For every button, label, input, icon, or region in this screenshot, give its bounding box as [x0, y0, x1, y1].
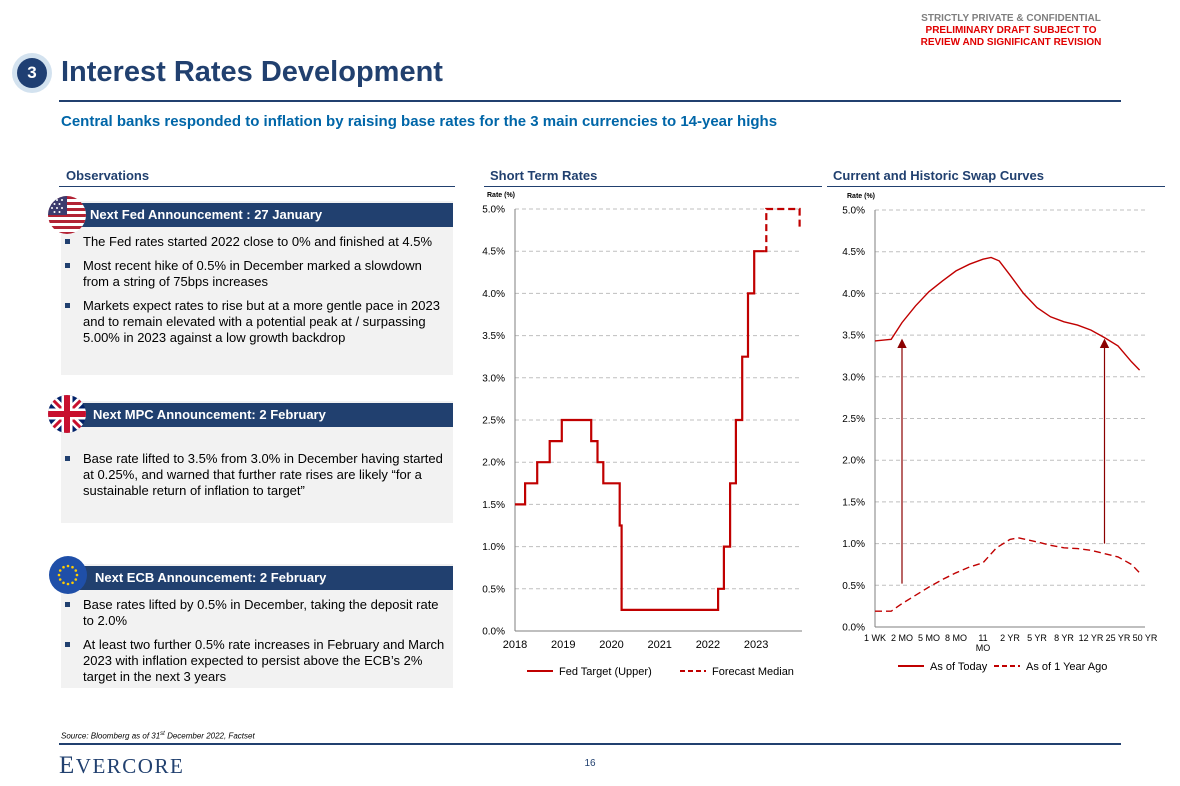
- y-tick-label: 4.0%: [482, 289, 505, 300]
- y-tick-label: 3.5%: [482, 331, 505, 342]
- ecb-bullet: Base rates lifted by 0.5% in December, t…: [61, 597, 449, 629]
- y-axis-label: Rate (%): [487, 192, 515, 199]
- y-tick-label: 0.0%: [482, 627, 505, 638]
- y-tick-label: 3.0%: [482, 373, 505, 384]
- y-tick-label: 4.5%: [842, 247, 865, 258]
- x-tick-label: 2 MO: [891, 633, 913, 643]
- x-tick-label: 2020: [599, 639, 623, 651]
- section-number-badge: 3: [12, 53, 52, 93]
- y-tick-label: 1.0%: [842, 539, 865, 550]
- x-tick-label: 8 YR: [1054, 633, 1074, 643]
- draft-label-line2: REVIEW AND SIGNIFICANT REVISION: [920, 37, 1102, 48]
- confidentiality-notice: STRICTLY PRIVATE & CONFIDENTIAL PRELIMIN…: [901, 13, 1121, 49]
- ecb-announcement-bar: Next ECB Announcement: 2 February: [61, 566, 453, 590]
- series-line-primary: [515, 250, 765, 611]
- section-number: 3: [17, 58, 47, 88]
- mpc-announcement-bar: Next MPC Announcement: 2 February: [61, 403, 453, 427]
- swap-curves-heading: Current and Historic Swap Curves: [833, 168, 1044, 183]
- x-tick-label: 50 YR: [1133, 633, 1158, 643]
- evercore-logo: EVERCORE: [59, 752, 184, 780]
- fed-announcement-bar: Next Fed Announcement : 27 January: [61, 203, 453, 227]
- ecb-bullet-list: Base rates lifted by 0.5% in December, t…: [61, 597, 449, 693]
- x-tick-label: 12 YR: [1079, 633, 1104, 643]
- y-tick-label: 5.0%: [842, 206, 865, 217]
- mpc-announcement-title: Next MPC Announcement: 2 February: [93, 407, 326, 422]
- y-tick-label: 2.5%: [842, 414, 865, 425]
- page-subtitle: Central banks responded to inflation by …: [61, 113, 778, 130]
- source-prefix: Source: Bloomberg as of 31: [61, 731, 161, 741]
- x-tick-label: 2018: [503, 639, 527, 651]
- y-tick-label: 0.5%: [842, 581, 865, 592]
- y-tick-label: 1.5%: [482, 500, 505, 511]
- series-line-secondary: [764, 207, 801, 253]
- source-suffix: December 2022, Factset: [164, 731, 255, 741]
- y-tick-label: 2.5%: [482, 416, 505, 427]
- logo-initial: E: [59, 752, 76, 779]
- y-tick-label: 1.0%: [482, 542, 505, 553]
- ecb-bullet: At least two further 0.5% rate increases…: [61, 637, 449, 685]
- legend-label: As of Today: [930, 661, 988, 673]
- fed-panel: [61, 201, 453, 375]
- short-term-rates-heading-rule: [484, 186, 822, 187]
- fed-bullet: The Fed rates started 2022 close to 0% a…: [61, 234, 449, 250]
- y-tick-label: 3.0%: [842, 372, 865, 383]
- short-term-rates-heading: Short Term Rates: [490, 168, 598, 183]
- observations-heading: Observations: [66, 168, 150, 183]
- draft-label-line1: PRELIMINARY DRAFT SUBJECT TO: [925, 25, 1097, 36]
- y-tick-label: 1.5%: [842, 497, 865, 508]
- x-tick-label: 2019: [551, 639, 575, 651]
- source-note: Source: Bloomberg as of 31st December 20…: [61, 731, 255, 741]
- x-tick-label: 5 MO: [918, 633, 940, 643]
- y-tick-label: 0.5%: [482, 584, 505, 595]
- page-number: 16: [584, 758, 596, 769]
- observations-heading-rule: [59, 186, 455, 187]
- uk-flag-icon: [48, 395, 86, 433]
- y-axis-label: Rate (%): [847, 193, 875, 200]
- swap-curves-chart: Rate (%) 0.0% 0.5% 1.0% 1.5% 2.0% 2.5% 3.0% 3.5%…: [842, 193, 1158, 673]
- confidential-label: STRICTLY PRIVATE & CONFIDENTIAL: [921, 13, 1101, 24]
- source-superscript: st: [160, 731, 165, 737]
- x-tick-label: 2022: [696, 639, 720, 651]
- y-tick-label: 4.5%: [482, 247, 505, 258]
- x-tick-label: MO: [976, 643, 991, 653]
- fed-bullet-list: The Fed rates started 2022 close to 0% a…: [61, 234, 449, 354]
- x-tick-label: 2 YR: [1000, 633, 1020, 643]
- logo-rest: VERCORE: [75, 754, 185, 778]
- x-tick-label: 25 YR: [1106, 633, 1131, 643]
- x-tick-label: 2023: [744, 639, 768, 651]
- y-tick-label: 2.0%: [842, 456, 865, 467]
- fed-announcement-title: Next Fed Announcement : 27 January: [90, 207, 323, 222]
- footer-divider: [59, 743, 1121, 745]
- series-line-secondary: [875, 537, 1141, 612]
- series-line-primary: [874, 256, 1141, 371]
- fed-bullet: Most recent hike of 0.5% in December mar…: [61, 258, 449, 290]
- y-tick-label: 0.0%: [842, 623, 865, 634]
- page-title: Interest Rates Development: [61, 56, 443, 88]
- fed-bullet: Markets expect rates to rise but at a mo…: [61, 298, 449, 346]
- mpc-bullet-list: Base rate lifted to 3.5% from 3.0% in De…: [61, 451, 449, 507]
- us-flag-icon: [48, 196, 86, 234]
- short-term-rates-chart: Rate (%) 0.0% 0.5% 1.0% 1.5% 2.0% 2.5% 3.0% 3.5%…: [482, 192, 802, 678]
- x-tick-label: 8 MO: [945, 633, 967, 643]
- swap-curves-heading-rule: [827, 186, 1165, 187]
- legend-label: Forecast Median: [712, 666, 794, 678]
- ecb-announcement-title: Next ECB Announcement: 2 February: [95, 570, 327, 585]
- x-tick-label: 5 YR: [1027, 633, 1047, 643]
- legend-label: As of 1 Year Ago: [1026, 661, 1107, 673]
- y-tick-label: 3.5%: [842, 331, 865, 342]
- x-tick-label: 2021: [647, 639, 671, 651]
- legend-label: Fed Target (Upper): [559, 666, 652, 678]
- mpc-bullet: Base rate lifted to 3.5% from 3.0% in De…: [61, 451, 449, 499]
- y-tick-label: 2.0%: [482, 458, 505, 469]
- x-tick-label: 1 WK: [864, 633, 886, 643]
- x-tick-label: 11: [978, 633, 987, 643]
- eu-flag-icon: [49, 556, 87, 594]
- y-tick-label: 5.0%: [482, 205, 505, 216]
- title-divider: [59, 100, 1121, 102]
- y-tick-label: 4.0%: [842, 289, 865, 300]
